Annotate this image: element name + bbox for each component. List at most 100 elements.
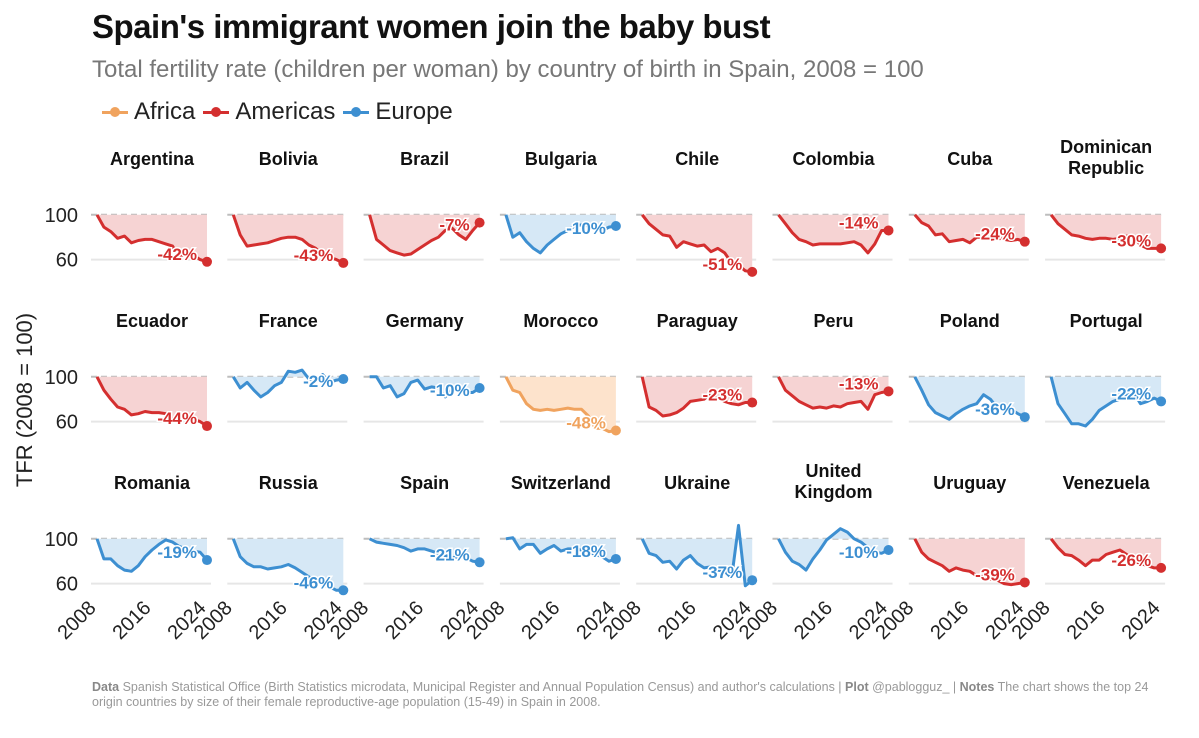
panel-title: Paraguay xyxy=(657,311,738,331)
y-axis-label: TFR (2008 = 100) xyxy=(12,313,37,487)
footer-plot-text: @pablogguz_ | xyxy=(872,680,960,694)
area-fill xyxy=(505,214,616,253)
panel-title: Kingdom xyxy=(795,482,873,502)
area-fill xyxy=(642,214,753,272)
end-point xyxy=(747,575,758,586)
panel-switzerland: Switzerland-18%2008 2016 2024 xyxy=(462,473,621,644)
panel-title: Morocco xyxy=(523,311,598,331)
end-point xyxy=(202,421,212,432)
area-fill xyxy=(914,376,1025,420)
series-line xyxy=(369,375,481,399)
end-point xyxy=(610,425,621,436)
area-fill xyxy=(914,214,1025,243)
panel-venezuela: Venezuela-26%2008 2016 2024 xyxy=(1008,473,1167,644)
panel-poland: Poland -36% xyxy=(908,311,1030,423)
panel-title: Republic xyxy=(1068,158,1144,178)
series-line xyxy=(777,376,889,411)
x-tick-label: 2016 xyxy=(245,597,292,644)
series-line xyxy=(1049,537,1162,570)
panel-germany: Germany -10% xyxy=(363,311,485,423)
footer-notes: Data Spanish Statistical Office (Birth S… xyxy=(92,680,1177,710)
footer-plot-label: Plot xyxy=(845,680,869,694)
panel-uruguay: Uruguay-39%2008 2016 2024 xyxy=(871,473,1030,644)
series-line xyxy=(913,538,1026,587)
x-tick-label: 2024 xyxy=(1118,597,1165,644)
panel-title: Peru xyxy=(813,311,853,331)
end-point xyxy=(747,397,758,408)
series-line xyxy=(232,368,344,399)
panel-russia: Russia-46%2008 2016 2024 xyxy=(190,473,349,644)
panel-chile: Chile -51% xyxy=(636,149,758,277)
change-label: -2% xyxy=(303,372,333,391)
area-fill xyxy=(642,376,753,416)
footer-notes-text: The chart shows the top 24 origin countr… xyxy=(92,680,1149,709)
series-line xyxy=(504,214,617,255)
panel-title: Brazil xyxy=(400,149,449,169)
panel-title: Argentina xyxy=(110,149,195,169)
end-point xyxy=(474,217,485,228)
change-label: -43% xyxy=(294,246,334,265)
series-line xyxy=(95,538,209,573)
end-point xyxy=(338,374,349,385)
series-line xyxy=(504,376,617,434)
panel-title: Portugal xyxy=(1070,311,1143,331)
panel-peru: Peru -13% xyxy=(772,311,894,423)
series-line xyxy=(1049,213,1162,250)
change-label: -30% xyxy=(1111,231,1151,250)
panel-title: Germany xyxy=(386,311,464,331)
area-fill xyxy=(233,370,344,397)
end-point xyxy=(1156,562,1167,573)
area-fill xyxy=(914,538,1025,585)
change-label: -23% xyxy=(703,386,743,405)
series-line xyxy=(777,527,890,572)
change-label: -36% xyxy=(975,400,1015,419)
y-tick-label: 60 xyxy=(56,574,78,596)
y-tick-label: 60 xyxy=(56,250,78,272)
end-point xyxy=(474,382,485,393)
area-fill xyxy=(369,214,480,256)
end-point xyxy=(1019,236,1030,247)
panel-france: France -2% xyxy=(227,311,349,423)
panel-spain: Spain-21%2008 2016 2024 xyxy=(326,473,485,644)
end-point xyxy=(202,555,212,566)
change-label: -22% xyxy=(1111,384,1151,403)
end-point xyxy=(202,256,212,267)
panel-title: France xyxy=(259,311,318,331)
end-point xyxy=(338,585,349,596)
panel-paraguay: Paraguay -23% xyxy=(636,311,758,423)
y-tick-label: 100 xyxy=(45,205,78,227)
panel-title: United xyxy=(806,461,862,481)
panel-argentina: Argentina 60 100 -42% xyxy=(45,149,212,272)
change-label: -18% xyxy=(566,542,606,561)
change-label: -10% xyxy=(566,219,606,238)
area-fill xyxy=(233,214,344,263)
series-line xyxy=(368,214,481,257)
end-point xyxy=(1019,577,1030,588)
panel-title: Ecuador xyxy=(116,311,188,331)
change-label: -26% xyxy=(1111,551,1151,570)
panel-title: Switzerland xyxy=(511,473,611,493)
panel-ecuador: Ecuador 60 100 -44% xyxy=(45,311,212,434)
change-label: -21% xyxy=(430,545,470,564)
area-fill xyxy=(778,528,889,571)
panel-title: Bulgaria xyxy=(525,149,598,169)
change-label: -51% xyxy=(703,255,743,274)
change-label: -10% xyxy=(839,543,879,562)
panel-portugal: Portugal -22% xyxy=(1045,311,1167,428)
panel-brazil: Brazil -7% xyxy=(363,149,485,261)
series-line xyxy=(640,523,754,588)
x-tick-label: 2016 xyxy=(654,597,701,644)
panel-title: Bolivia xyxy=(259,149,319,169)
legend-label-europe: Europe xyxy=(375,98,453,125)
x-tick-label: 2008 xyxy=(54,597,101,644)
end-point xyxy=(1156,396,1167,407)
end-point xyxy=(338,257,349,268)
area-fill xyxy=(97,376,207,426)
chart-title: Spain's immigrant women join the baby bu… xyxy=(92,8,771,45)
change-label: -37% xyxy=(703,563,743,582)
series-line xyxy=(1049,376,1162,428)
footer-notes-label: Notes xyxy=(959,680,995,694)
change-label: -42% xyxy=(157,245,197,264)
series-line xyxy=(231,538,344,592)
